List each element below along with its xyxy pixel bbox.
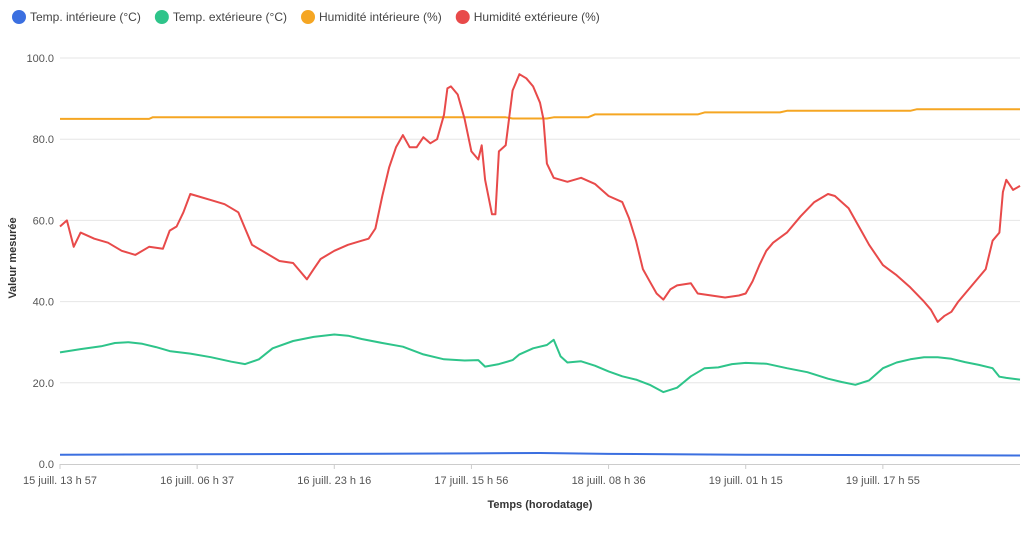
- series-line-humidite-interieure: [60, 108, 1020, 120]
- series-line-temp-exterieure: [59, 333, 1021, 394]
- legend-label: Temp. intérieure (°C): [30, 10, 141, 24]
- y-axis-ticks: 0.0 20.0 40.0 60.0 80.0 100.0: [26, 53, 54, 471]
- legend-item[interactable]: Temp. extérieure (°C): [154, 10, 287, 24]
- legend-item[interactable]: Temp. intérieure (°C): [12, 10, 141, 24]
- y-axis-title: Valeur mesurée: [7, 217, 19, 298]
- legend-label: Temp. extérieure (°C): [173, 10, 287, 24]
- legend-item[interactable]: Humidité extérieure (%): [455, 10, 600, 24]
- legend-swatch: [154, 10, 169, 24]
- y-tick-label: 100.0: [26, 53, 54, 65]
- series-line-humidite-exterieure: [59, 73, 1021, 323]
- legend-label: Humidité extérieure (%): [474, 10, 600, 24]
- x-tick-label: 17 juill. 15 h 56: [434, 475, 508, 487]
- y-tick-label: 40.0: [33, 297, 54, 309]
- x-axis-ticks: 15 juill. 13 h 57 16 juill. 06 h 37 16 jui…: [23, 464, 920, 487]
- legend-swatch: [12, 10, 26, 24]
- x-tick-label: 15 juill. 13 h 57: [23, 475, 97, 487]
- y-tick-label: 60.0: [33, 215, 54, 227]
- legend-swatch: [455, 10, 470, 24]
- series-group: [59, 73, 1021, 457]
- legend-item[interactable]: Humidité intérieure (%): [301, 10, 442, 24]
- legend-swatch: [301, 10, 316, 24]
- x-tick-label: 18 juill. 08 h 36: [572, 475, 646, 487]
- x-tick-label: 16 juill. 23 h 16: [297, 475, 371, 487]
- legend: Temp. intérieure (°C) Temp. extérieure (°…: [12, 10, 600, 24]
- y-tick-label: 20.0: [33, 378, 54, 390]
- legend-label: Humidité intérieure (%): [319, 10, 442, 24]
- y-tick-label: 0.0: [39, 459, 54, 471]
- x-tick-label: 19 juill. 17 h 55: [846, 475, 920, 487]
- x-axis-title: Temps (horodatage): [488, 499, 593, 511]
- x-tick-label: 19 juill. 01 h 15: [709, 475, 783, 487]
- x-tick-label: 16 juill. 06 h 37: [160, 475, 234, 487]
- series-line-temp-interieure: [59, 452, 1021, 457]
- y-tick-label: 80.0: [33, 134, 54, 146]
